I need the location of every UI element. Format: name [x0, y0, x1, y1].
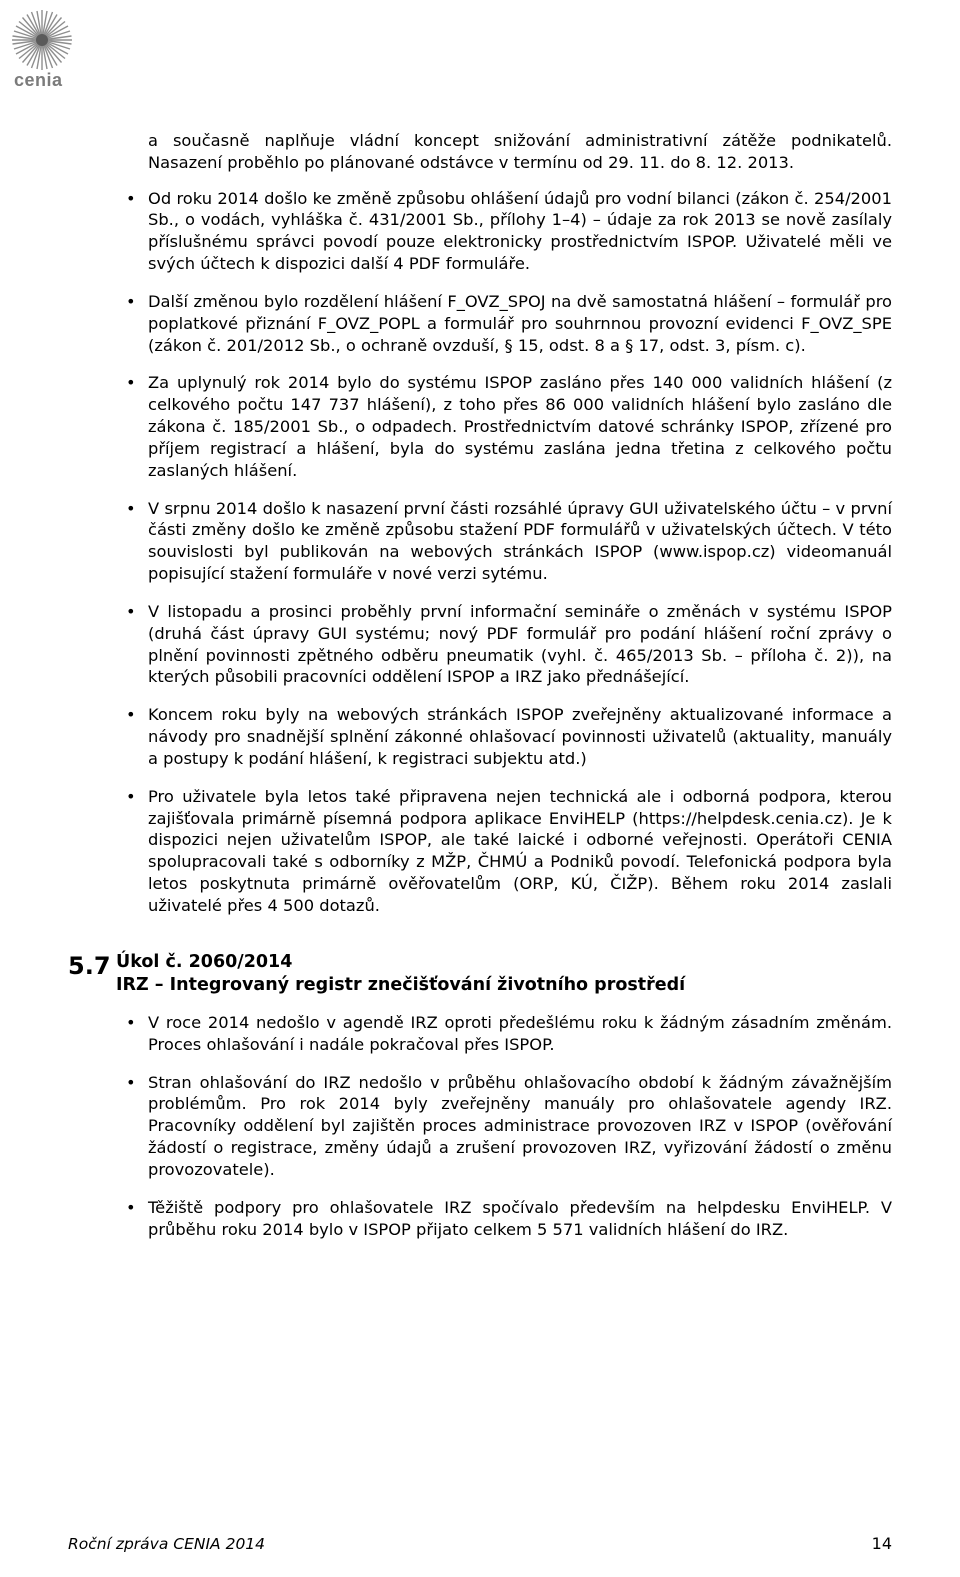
list-item: Další změnou bylo rozdělení hlášení F_OV…: [116, 291, 892, 356]
cenia-logo-text: cenia: [14, 70, 74, 91]
list-item: Za uplynulý rok 2014 bylo do systému ISP…: [116, 372, 892, 481]
list-item: Koncem roku byly na webových stránkách I…: [116, 704, 892, 769]
list-item: V roce 2014 nedošlo v agendě IRZ oproti …: [116, 1012, 892, 1056]
page-number: 14: [872, 1534, 892, 1553]
section-bullet-list: V roce 2014 nedošlo v agendě IRZ oproti …: [68, 1012, 892, 1240]
list-item: Od roku 2014 došlo ke změně způsobu ohlá…: [116, 188, 892, 275]
intro-paragraph: a současně naplňuje vládní koncept snižo…: [148, 130, 892, 174]
section-title: IRZ – Integrovaný registr znečišťování ž…: [116, 974, 892, 998]
list-item: V srpnu 2014 došlo k nasazení první část…: [116, 498, 892, 585]
task-number-line: Úkol č. 2060/2014: [116, 951, 892, 975]
page-footer: Roční zpráva CENIA 2014 14: [68, 1534, 892, 1553]
list-item: Těžiště podpory pro ohlašovatele IRZ spo…: [116, 1197, 892, 1241]
main-bullet-list: Od roku 2014 došlo ke změně způsobu ohlá…: [68, 188, 892, 917]
section-heading: 5.7 Úkol č. 2060/2014 IRZ – Integrovaný …: [68, 951, 892, 998]
list-item: Stran ohlašování do IRZ nedošlo v průběh…: [116, 1072, 892, 1181]
document-body: a současně naplňuje vládní koncept snižo…: [68, 130, 892, 1478]
cenia-burst-icon: [10, 8, 74, 72]
cenia-logo: cenia: [10, 8, 74, 91]
footer-report-title: Roční zpráva CENIA 2014: [68, 1535, 265, 1553]
section-number: 5.7: [68, 951, 116, 981]
list-item: V listopadu a prosinci proběhly první in…: [116, 601, 892, 688]
document-page: cenia a současně naplňuje vládní koncept…: [0, 0, 960, 1577]
section-text: Úkol č. 2060/2014 IRZ – Integrovaný regi…: [116, 951, 892, 998]
list-item: Pro uživatele byla letos také připravena…: [116, 786, 892, 917]
